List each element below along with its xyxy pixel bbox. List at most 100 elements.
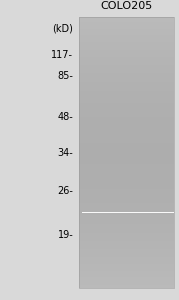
Polygon shape	[79, 189, 174, 190]
Polygon shape	[79, 158, 174, 159]
Polygon shape	[79, 172, 174, 173]
Bar	[82, 212, 174, 213]
Polygon shape	[79, 54, 174, 55]
Polygon shape	[79, 248, 174, 249]
Polygon shape	[79, 184, 174, 185]
Polygon shape	[79, 222, 174, 223]
Polygon shape	[79, 58, 174, 59]
Bar	[82, 212, 174, 213]
Polygon shape	[79, 85, 174, 86]
Polygon shape	[79, 287, 174, 288]
Polygon shape	[79, 34, 174, 35]
Bar	[82, 212, 174, 213]
Polygon shape	[79, 274, 174, 275]
Polygon shape	[79, 268, 174, 269]
Polygon shape	[79, 193, 174, 194]
Polygon shape	[79, 238, 174, 239]
Polygon shape	[79, 275, 174, 276]
Polygon shape	[79, 93, 174, 94]
Polygon shape	[79, 194, 174, 195]
Polygon shape	[79, 202, 174, 203]
Polygon shape	[79, 185, 174, 186]
Polygon shape	[79, 27, 174, 28]
Polygon shape	[79, 161, 174, 162]
Polygon shape	[79, 144, 174, 145]
Polygon shape	[79, 19, 174, 20]
Polygon shape	[79, 204, 174, 205]
Polygon shape	[79, 26, 174, 27]
Polygon shape	[79, 79, 174, 80]
Polygon shape	[79, 261, 174, 262]
Polygon shape	[79, 39, 174, 40]
Polygon shape	[79, 247, 174, 248]
Polygon shape	[79, 125, 174, 126]
Polygon shape	[79, 146, 174, 147]
Polygon shape	[79, 277, 174, 278]
Polygon shape	[79, 50, 174, 51]
Polygon shape	[79, 17, 174, 18]
Polygon shape	[79, 165, 174, 166]
Polygon shape	[79, 82, 174, 83]
Polygon shape	[79, 80, 174, 81]
Polygon shape	[79, 69, 174, 70]
Polygon shape	[79, 38, 174, 39]
Polygon shape	[79, 156, 174, 157]
Polygon shape	[79, 119, 174, 120]
Polygon shape	[79, 140, 174, 141]
Polygon shape	[79, 96, 174, 97]
Polygon shape	[79, 278, 174, 279]
Polygon shape	[79, 272, 174, 273]
Polygon shape	[79, 226, 174, 227]
Polygon shape	[79, 270, 174, 271]
Polygon shape	[79, 75, 174, 76]
Polygon shape	[79, 106, 174, 107]
Polygon shape	[79, 108, 174, 109]
Polygon shape	[79, 148, 174, 149]
Polygon shape	[79, 265, 174, 266]
Polygon shape	[79, 104, 174, 105]
Polygon shape	[79, 249, 174, 250]
Polygon shape	[79, 260, 174, 261]
Polygon shape	[79, 205, 174, 206]
Bar	[79, 17, 174, 288]
Polygon shape	[79, 131, 174, 132]
Polygon shape	[79, 20, 174, 21]
Polygon shape	[79, 188, 174, 189]
Polygon shape	[79, 115, 174, 116]
Polygon shape	[79, 163, 174, 164]
Polygon shape	[79, 30, 174, 31]
Polygon shape	[79, 66, 174, 67]
Polygon shape	[79, 173, 174, 174]
Polygon shape	[79, 109, 174, 110]
Polygon shape	[79, 112, 174, 113]
Polygon shape	[79, 23, 174, 24]
Polygon shape	[79, 155, 174, 156]
Polygon shape	[79, 211, 174, 212]
Polygon shape	[79, 229, 174, 230]
Polygon shape	[79, 257, 174, 258]
Polygon shape	[79, 284, 174, 285]
Polygon shape	[79, 273, 174, 274]
Polygon shape	[79, 263, 174, 264]
Polygon shape	[79, 239, 174, 240]
Polygon shape	[79, 252, 174, 253]
Bar	[82, 212, 174, 213]
Polygon shape	[79, 145, 174, 146]
Polygon shape	[79, 53, 174, 54]
Polygon shape	[79, 29, 174, 30]
Polygon shape	[79, 61, 174, 62]
Polygon shape	[79, 99, 174, 100]
Polygon shape	[79, 42, 174, 43]
Polygon shape	[79, 110, 174, 111]
Polygon shape	[79, 223, 174, 224]
Polygon shape	[79, 237, 174, 238]
Bar	[82, 212, 174, 213]
Polygon shape	[79, 191, 174, 192]
Polygon shape	[79, 190, 174, 191]
Polygon shape	[79, 100, 174, 101]
Polygon shape	[79, 135, 174, 136]
Polygon shape	[79, 234, 174, 235]
Polygon shape	[79, 166, 174, 167]
Polygon shape	[79, 63, 174, 64]
Polygon shape	[79, 264, 174, 265]
